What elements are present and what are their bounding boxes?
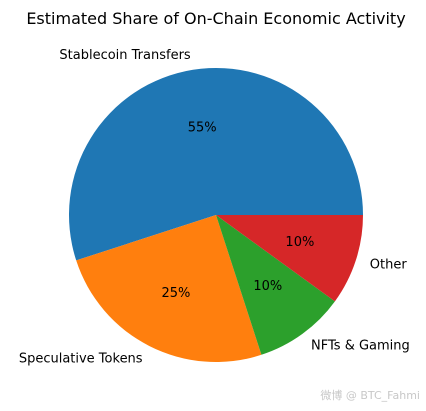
category-label-other: Other <box>370 257 408 272</box>
chart-title: Estimated Share of On-Chain Economic Act… <box>26 9 405 28</box>
pct-label-nfts-gaming: 10% <box>253 279 282 294</box>
category-label-stablecoin-transfers: Stablecoin Transfers <box>59 48 191 63</box>
pct-label-stablecoin-transfers: 55% <box>188 120 217 135</box>
pie-labels: 55% Stablecoin Transfers 25% Speculative To… <box>19 48 410 367</box>
category-label-speculative-tokens: Speculative Tokens <box>19 352 143 367</box>
category-label-nfts-gaming: NFTs & Gaming <box>311 338 410 353</box>
pie-slice-speculative-tokens <box>76 215 262 362</box>
pie-slice-other <box>216 215 363 302</box>
pie-slices <box>68 67 363 362</box>
pct-label-speculative-tokens: 25% <box>162 286 191 301</box>
watermark: 微博 @ BTC_Fahmi <box>320 389 420 402</box>
pie-slice-stablecoin-transfers <box>68 67 363 261</box>
pct-label-other: 10% <box>285 235 314 250</box>
pie-slice-nfts-gaming <box>216 215 335 355</box>
